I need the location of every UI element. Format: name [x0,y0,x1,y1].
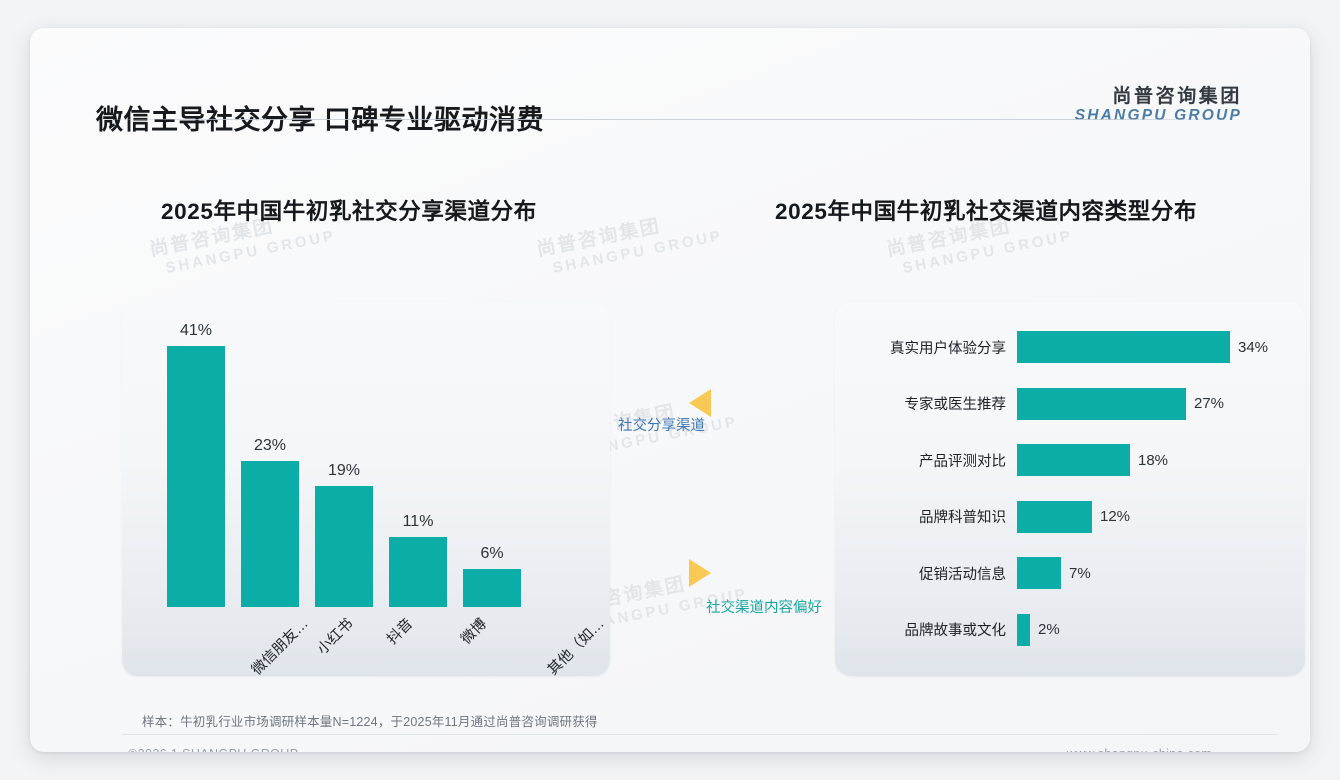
slide-header: 微信主导社交分享 口碑专业驱动消费 尚普咨询集团 SHANGPU GROUP [30,28,1310,135]
bar-row[interactable]: 专家或医生推荐 27% [835,387,1305,420]
column-bar[interactable] [463,569,521,607]
watermark-en: SHANGPU GROUP [164,227,338,277]
chart-panel-right [835,302,1305,676]
watermark-cn: 尚普咨询集团 [535,215,663,261]
bar-value-label: 2% [1038,621,1060,638]
column-bar[interactable] [167,346,225,607]
watermark: 尚普咨询集团 SHANGPU GROUP [535,205,725,280]
chart-title-right: 2025年中国牛初乳社交渠道内容类型分布 [775,199,1198,224]
logo-chinese-text: 尚普咨询集团 [1112,86,1242,107]
bar-value-label: 12% [1100,508,1131,525]
marker-content-preference [689,559,711,587]
bar-value-label: 7% [1069,564,1091,582]
bar-row[interactable]: 促销活动信息 7% [835,557,1305,589]
column-category-label: 小红书 [314,615,357,658]
column-value-label: 6% [480,545,504,562]
header-divider [92,119,1248,120]
footer-divider [122,734,1278,735]
column-bar[interactable] [241,461,299,607]
bar-row[interactable]: 品牌故事或文化 2% [835,613,1305,646]
logo-english-text: SHANGPU GROUP [1074,107,1242,125]
bar-fill[interactable] [1017,613,1030,646]
source-note: 样本：牛初乳行业市场调研样本量N=1224，于2025年11月通过尚普咨询调研获… [142,715,598,729]
page-title: 微信主导社交分享 口碑专业驱动消费 [96,105,545,135]
watermark-en: SHANGPU GROUP [551,227,725,277]
bar-row[interactable]: 品牌科普知识 12% [835,500,1305,533]
bar-row[interactable]: 真实用户体验分享 34% [835,331,1305,363]
bar-value-label: 34% [1238,338,1269,356]
bar-category-label: 产品评测对比 [919,453,1006,470]
triangle-right-icon [689,559,711,587]
column-value-label: 41% [179,322,213,339]
column-category-label: 抖音 [384,615,417,648]
column-bar[interactable] [315,486,373,607]
bar-value-label: 18% [1138,451,1169,469]
triangle-left-icon [689,389,711,417]
marker-label-content-preference: 社交渠道内容偏好 [706,600,822,616]
column-category-label: 其他（如… [545,615,608,679]
bar-fill[interactable] [1017,331,1230,363]
bar-category-label: 品牌故事或文化 [904,623,1007,639]
bar-chart-content-types: 真实用户体验分享 34% 专家或医生推荐 27% 产品评测对比 18% 品牌科普知识 12% 促… [835,302,1305,676]
bar-category-label: 真实用户体验分享 [890,340,1006,357]
watermark-en: SHANGPU GROUP [901,227,1075,277]
marker-label-social-share-channel: 社交分享渠道 [618,418,705,434]
column-bar-group[interactable]: 41% [167,322,225,607]
column-category-label: 微信朋友… [249,615,312,679]
chart-title-left: 2025年中国牛初乳社交分享渠道分布 [161,199,537,224]
bar-value-label: 27% [1194,395,1225,412]
bar-category-label: 专家或医生推荐 [904,397,1007,413]
bar-fill[interactable] [1017,444,1130,476]
column-chart-social-channels: 41% 微信朋友… 23% 小红书 19% 抖音 11% 微博 6% 其他（如… [122,302,610,679]
bar-row[interactable]: 产品评测对比 18% [835,444,1305,476]
column-bar-group[interactable]: 11% [389,513,447,607]
bar-category-label: 品牌科普知识 [919,510,1006,526]
column-bar[interactable] [389,537,447,607]
column-value-label: 19% [327,462,361,479]
column-value-label: 11% [402,513,434,530]
bar-category-label: 促销活动信息 [919,566,1006,583]
slide-card: 尚普咨询集团 SHANGPU GROUP 尚普咨询集团 SHANGPU GROU… [30,28,1310,752]
marker-social-share-channel [689,389,711,417]
brand-logo: 尚普咨询集团 SHANGPU GROUP [1075,86,1242,125]
website-url[interactable]: www.shangpu-china.com [1067,747,1212,752]
column-bar-group[interactable]: 6% [463,545,521,607]
column-value-label: 23% [253,437,287,454]
copyright-text: ©2026.1 SHANGPU GROUP [128,747,298,752]
bar-fill[interactable] [1017,500,1092,533]
column-bar-group[interactable]: 19% [315,462,373,607]
column-bar-group[interactable]: 23% [241,437,299,607]
column-category-label: 微博 [458,615,491,648]
bar-fill[interactable] [1017,387,1186,420]
bar-fill[interactable] [1017,557,1061,589]
